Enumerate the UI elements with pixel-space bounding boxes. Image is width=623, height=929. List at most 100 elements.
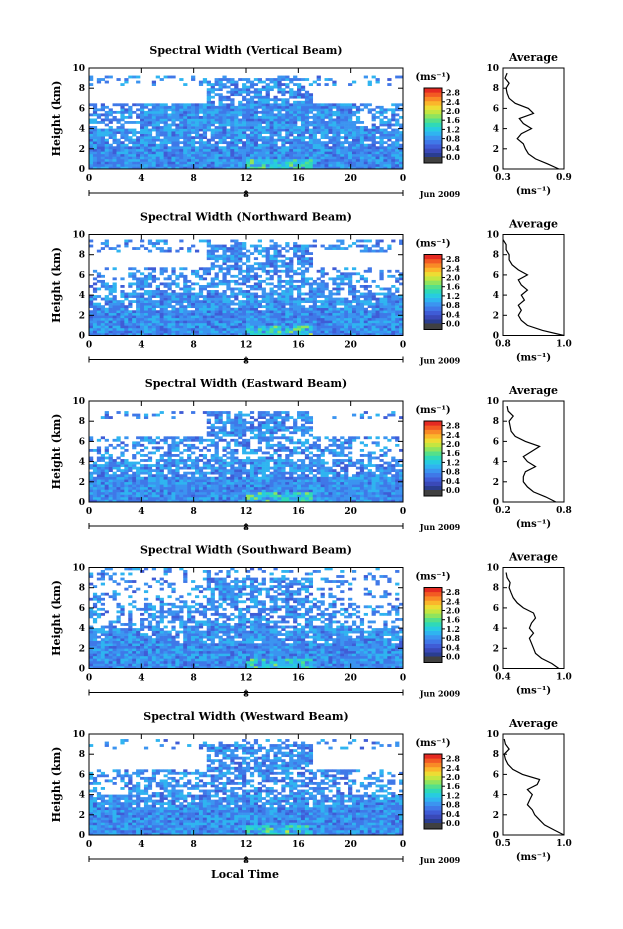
heatmap-cell (253, 481, 259, 485)
heatmap-cell (265, 110, 270, 114)
heatmap-cell (348, 481, 353, 485)
heatmap-cell (261, 262, 266, 266)
heatmap-cell (300, 312, 306, 316)
heatmap-cell (304, 257, 310, 261)
heatmap-cell (147, 128, 153, 132)
heatmap-cell (348, 128, 353, 132)
heatmap-cell (187, 297, 192, 301)
heatmap-cell (92, 481, 98, 485)
heatmap-cell (297, 156, 302, 160)
heatmap-cell (379, 121, 384, 124)
heatmap-cell (159, 300, 164, 303)
heatmap-cell (273, 252, 278, 255)
heatmap-cell (246, 113, 251, 117)
heatmap-cell (132, 494, 137, 498)
heatmap-cell (304, 148, 310, 152)
heatmap-cell (257, 93, 262, 97)
heatmap-cell (332, 118, 337, 122)
heatmap-cell (336, 489, 341, 493)
heatmap-cell (147, 133, 153, 137)
heatmap-cell (151, 327, 157, 331)
heatmap-cell (194, 131, 200, 134)
heatmap-cell (273, 494, 278, 498)
heatmap-cell (230, 113, 235, 117)
heatmap-cell (218, 110, 223, 114)
heatmap-cell (155, 484, 160, 488)
heatmap-cell (214, 163, 219, 167)
heatmap-cell (218, 247, 223, 250)
heatmap-cell (348, 285, 353, 288)
heatmap-cell (285, 103, 290, 107)
heatmap-cell (234, 249, 239, 253)
heatmap-cell (116, 332, 121, 336)
panel-title: Spectral Width (Northward Beam) (140, 211, 352, 224)
heatmap-cell (367, 249, 372, 253)
heatmap-cell (202, 153, 208, 157)
heatmap-cell (249, 143, 255, 147)
heatmap-cell (218, 100, 223, 104)
heatmap-cell (238, 257, 243, 261)
heatmap-cell (179, 300, 184, 303)
heatmap-cell (391, 305, 396, 309)
heatmap-cell (297, 484, 302, 488)
heatmap-cell (136, 322, 141, 326)
heatmap-cell (257, 317, 262, 321)
heatmap-cell (344, 110, 349, 114)
heatmap-cell (242, 315, 247, 319)
heatmap-cell (304, 496, 310, 500)
heatmap-cell (206, 282, 211, 286)
heatmap-cell (359, 300, 365, 303)
heatmap-cell (89, 295, 94, 298)
heatmap-cell (116, 244, 121, 248)
heatmap-cell (159, 161, 164, 165)
heatmap-cell (112, 491, 117, 495)
heatmap-cell (320, 123, 325, 127)
heatmap-cell (308, 83, 314, 86)
heatmap-cell (289, 95, 294, 99)
heatmap-cell (210, 312, 215, 316)
heatmap-cell (202, 146, 208, 150)
heatmap-cell (379, 113, 384, 117)
heatmap-cell (332, 267, 337, 271)
heatmap-cell (234, 153, 239, 157)
heatmap-cell (269, 133, 274, 137)
heatmap-cell (391, 330, 396, 334)
heatmap-cell (238, 322, 243, 326)
heatmap-cell (297, 489, 302, 493)
heatmap-cell (120, 126, 125, 129)
heatmap-cell (104, 494, 109, 498)
heatmap-cell (285, 320, 290, 324)
heatmap-cell (320, 317, 325, 321)
heatmap-cell (249, 133, 255, 137)
heatmap-cell (289, 320, 294, 324)
heatmap-cell (312, 121, 317, 124)
heatmap-cell (100, 141, 105, 145)
heatmap-cell (355, 486, 361, 490)
heatmap-cell (92, 133, 98, 137)
heatmap-cell (297, 297, 302, 301)
heatmap-cell (108, 166, 113, 170)
heatmap-cell (124, 239, 129, 243)
heatmap-cell (128, 138, 133, 142)
heatmap-cell (151, 83, 157, 86)
heatmap-cell (383, 317, 388, 321)
heatmap-cell (269, 247, 274, 250)
heatmap-cell (234, 108, 239, 112)
heatmap-cell (104, 163, 109, 167)
heatmap-cell (167, 330, 172, 334)
heatmap-cell (273, 126, 278, 129)
heatmap-cell (273, 264, 278, 268)
heatmap-cell (246, 295, 251, 298)
heatmap-cell (128, 312, 133, 316)
heatmap-cell (116, 151, 121, 155)
heatmap-cell (194, 161, 200, 165)
heatmap-cell (351, 325, 357, 329)
heatmap-cell (202, 143, 208, 147)
heatmap-cell (167, 75, 172, 79)
heatmap-cell (257, 325, 262, 329)
heatmap-cell (277, 249, 282, 253)
heatmap-cell (143, 158, 149, 162)
heatmap-cell (187, 148, 192, 152)
heatmap-cell (191, 297, 196, 301)
heatmap-cell (147, 143, 153, 147)
